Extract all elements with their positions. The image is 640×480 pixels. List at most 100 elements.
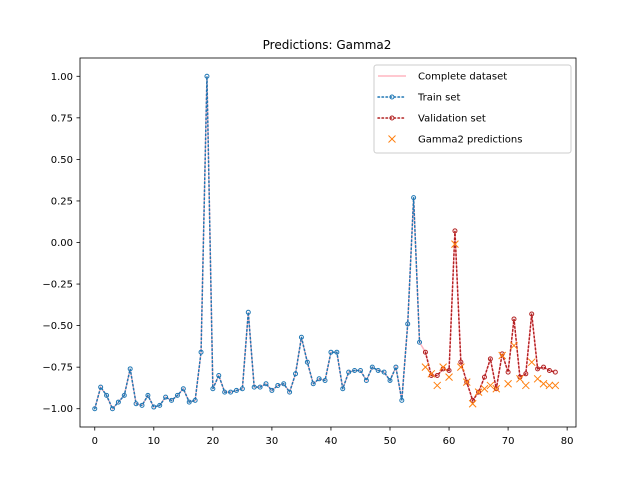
x-tick-label: 0: [92, 436, 98, 447]
prediction-point: [527, 358, 536, 367]
train-point: [346, 369, 352, 375]
prediction-point: [451, 240, 459, 249]
train-point: [133, 401, 139, 407]
validation-point: [529, 311, 535, 317]
train-point: [204, 73, 210, 79]
train-point: [363, 377, 369, 383]
train-point: [405, 321, 411, 327]
validation-point: [481, 374, 487, 380]
train-point: [104, 392, 110, 398]
train-point: [293, 371, 299, 377]
train-point: [287, 389, 293, 395]
prediction-point: [539, 379, 548, 388]
train-point: [275, 382, 281, 388]
validation-point: [422, 349, 428, 355]
train-point: [127, 366, 133, 372]
train-point: [352, 367, 358, 373]
validation-point: [535, 366, 541, 372]
legend-label: Gamma2 predictions: [418, 135, 522, 146]
train-point: [163, 394, 169, 400]
prediction-point: [480, 384, 489, 393]
prediction-point: [510, 341, 518, 350]
validation-set-line: [424, 230, 557, 403]
train-point: [186, 399, 192, 405]
y-axis: −1.00 −0.75 −0.50 −0.25 0.00 0.25 0.50 0.75 1.00: [42, 72, 80, 415]
x-tick-label: 20: [206, 436, 219, 447]
prediction-point: [439, 363, 447, 372]
train-point: [198, 349, 204, 355]
validation-point: [487, 356, 493, 362]
chart-title: Predictions: Gamma2: [263, 38, 392, 52]
legend-box: [373, 64, 572, 154]
prediction-point: [504, 379, 512, 388]
validation-point: [446, 367, 452, 373]
train-point: [151, 404, 157, 410]
prediction-point: [551, 381, 560, 390]
train-point: [263, 381, 269, 387]
validation-point: [523, 371, 529, 377]
validation-point: [434, 372, 440, 378]
legend: Complete dataset Train set Validation set G…: [373, 64, 572, 154]
validation-point: [505, 369, 511, 375]
prediction-point: [516, 374, 524, 383]
y-tick-label: −0.75: [42, 363, 73, 374]
train-point: [139, 402, 145, 408]
train-point: [310, 381, 316, 387]
validation-point: [493, 386, 499, 392]
train-point: [340, 386, 346, 392]
train-point: [369, 364, 375, 370]
train-point: [157, 402, 163, 408]
train-point: [180, 386, 186, 392]
prediction-point: [427, 369, 436, 378]
validation-point: [511, 316, 517, 322]
x-tick-label: 70: [502, 436, 515, 447]
validation-point: [552, 369, 558, 375]
train-point: [334, 349, 340, 355]
train-point: [399, 397, 405, 403]
prediction-point: [462, 378, 471, 386]
legend-label: Train set: [417, 93, 461, 104]
x-tick-label: 60: [443, 436, 456, 447]
train-point: [98, 384, 104, 390]
train-point: [233, 387, 239, 393]
y-tick-label: −0.25: [42, 280, 73, 291]
y-tick-label: −0.50: [42, 321, 73, 332]
train-point: [239, 386, 245, 392]
x-tick-label: 30: [266, 436, 279, 447]
train-point: [257, 384, 263, 390]
prediction-point: [498, 351, 507, 360]
validation-point: [541, 364, 547, 370]
prediction-point: [545, 381, 554, 390]
train-point: [328, 349, 334, 355]
train-point: [145, 392, 151, 398]
validation-point: [476, 389, 482, 395]
prediction-point: [433, 381, 442, 390]
train-point: [269, 387, 275, 393]
x-tick-label: 10: [147, 436, 160, 447]
train-point: [381, 369, 387, 375]
train-point: [222, 389, 228, 395]
train-point: [316, 376, 322, 382]
plot-area: [92, 73, 560, 412]
x-tick-label: 50: [384, 436, 397, 447]
legend-label: Validation set: [418, 114, 486, 125]
prediction-point: [533, 374, 542, 383]
train-point: [216, 372, 222, 378]
prediction-point: [486, 381, 495, 390]
train-point: [115, 399, 121, 405]
validation-point: [458, 359, 464, 365]
train-point: [210, 386, 216, 392]
train-point: [192, 397, 198, 403]
train-point: [174, 392, 180, 398]
train-point: [298, 334, 304, 340]
train-point: [228, 389, 234, 395]
prediction-point: [445, 373, 453, 381]
validation-point: [470, 397, 476, 403]
train-point: [417, 339, 423, 345]
x-tick-label: 80: [561, 436, 574, 447]
train-point: [169, 397, 175, 403]
legend-train-marker: [389, 94, 395, 100]
legend-label: Complete dataset: [418, 72, 507, 83]
train-point: [411, 195, 417, 201]
